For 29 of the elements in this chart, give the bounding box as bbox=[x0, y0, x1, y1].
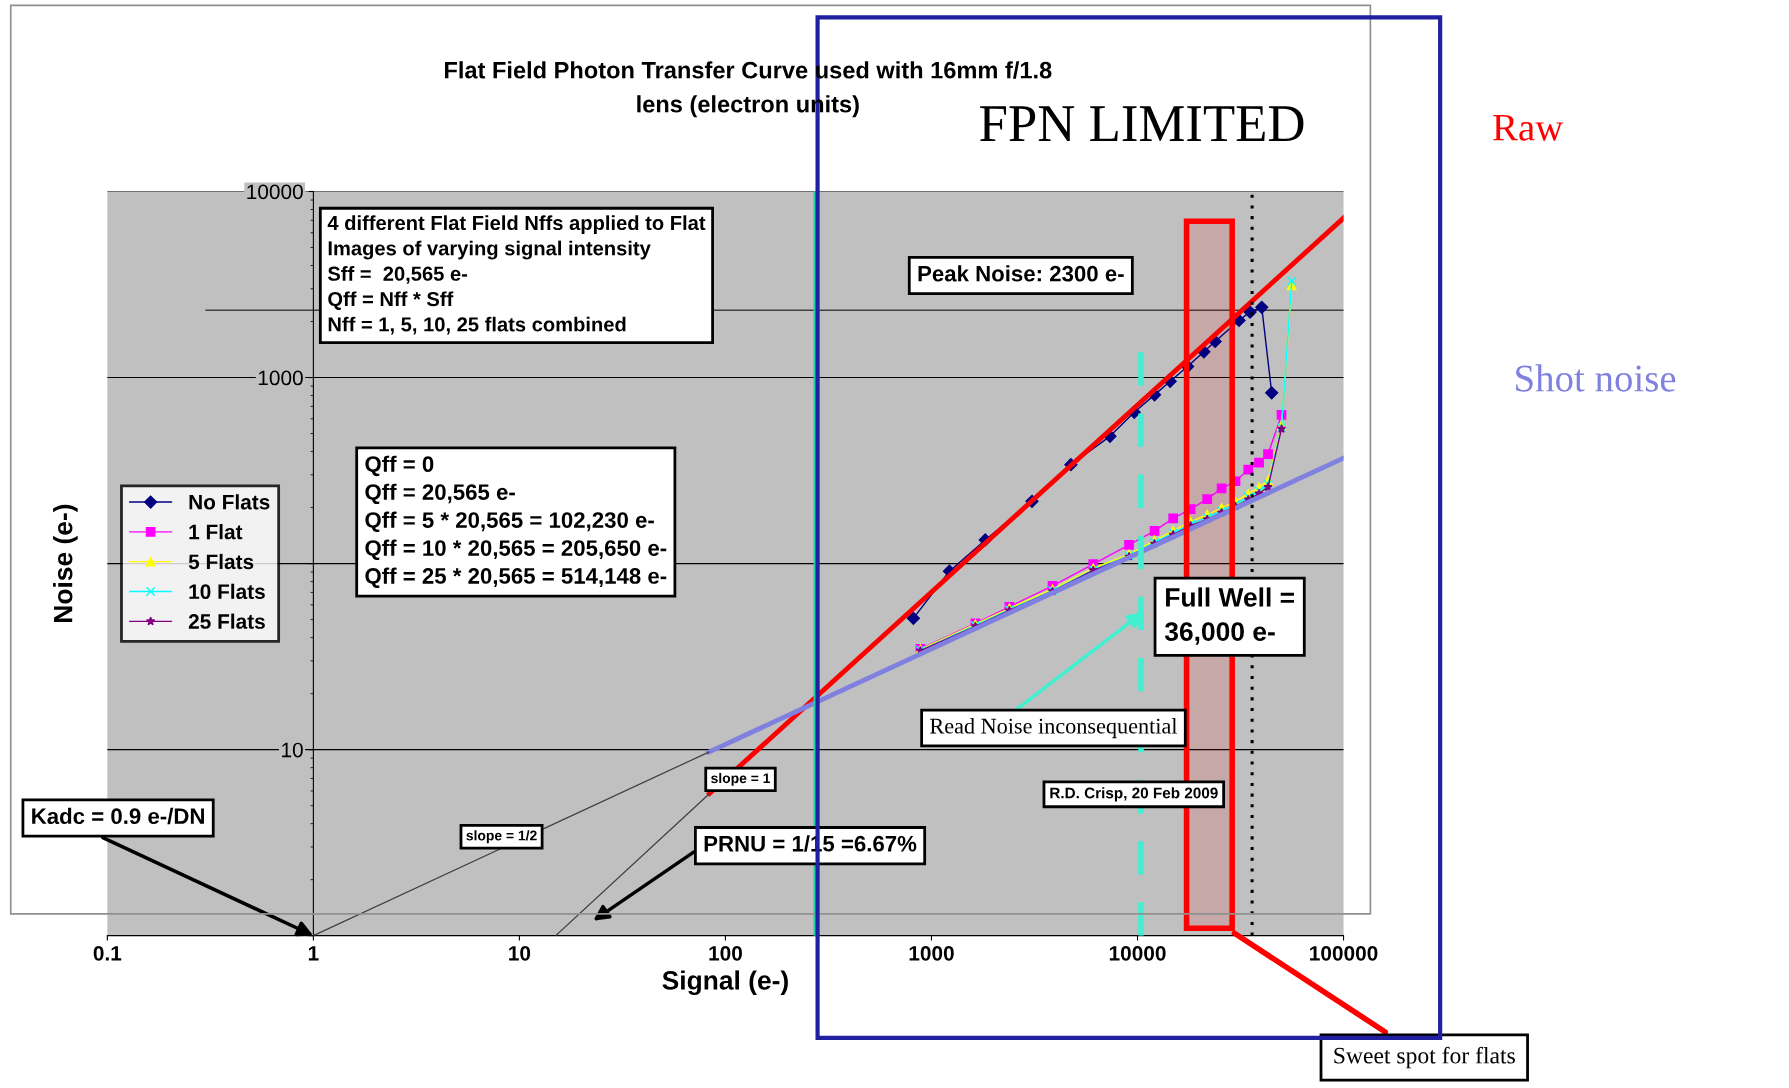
legend-label: No Flats bbox=[189, 494, 270, 510]
x-axis-title: Signal (e-) bbox=[662, 970, 788, 996]
annotation: slope = 1 bbox=[711, 772, 771, 786]
text: Shot noise bbox=[1516, 364, 1676, 392]
legend-label: 10 Flats bbox=[189, 583, 265, 600]
y-axis-title: Noise (e-) bbox=[53, 504, 78, 622]
y-tick-label: 1000 bbox=[258, 370, 303, 386]
legend-label: 5 Flats bbox=[188, 553, 254, 570]
x-tick-label: 0.1 bbox=[93, 945, 122, 961]
annotation: slope = 1/2 bbox=[466, 830, 537, 844]
y-tick-label: 10 bbox=[282, 742, 303, 758]
band-label: Sweet spot for flats bbox=[1334, 1046, 1515, 1069]
ref-line-label: Peak Noise: 2300 e- bbox=[918, 265, 1124, 282]
x-tick-label: 1000 bbox=[909, 945, 954, 961]
y-tick-label: 10000 bbox=[247, 184, 303, 200]
x-tick-label: 1 bbox=[308, 946, 319, 961]
x-tick-label: 10 bbox=[509, 945, 531, 961]
legend-label: 25 Flats bbox=[188, 613, 265, 629]
ref-line-label: Full Well = 36,000 e- bbox=[1164, 587, 1294, 645]
annotation: Read Noise inconsequential bbox=[930, 717, 1178, 739]
annotation: 4 different Flat Field Nffs applied to Flat Images of varying signal intensity Sff = 20,565 e- Qff = Nff * Sff Nff = 1, 5, 10, 25 flats combined bbox=[327, 215, 706, 335]
legend-label: 1 Flat bbox=[189, 524, 243, 540]
x-tick-label: 100000 bbox=[1310, 945, 1378, 961]
x-tick-label: 10000 bbox=[1109, 945, 1166, 961]
annotation: R.D. Crisp, 20 Feb 2009 bbox=[1050, 787, 1218, 802]
annotation: Qff = 0 Qff = 20,565 e- Qff = 5 * 20,565 = 102,230 e- Qff = 10 * 20,565 = 205,650 e- Qff = 25 * 20,565 = 514,148 e- bbox=[365, 455, 667, 588]
x-tick-label: 100 bbox=[709, 945, 742, 961]
annotation: Kadc = 0.9 e-/DN bbox=[32, 807, 204, 825]
text: Raw bbox=[1493, 114, 1564, 141]
